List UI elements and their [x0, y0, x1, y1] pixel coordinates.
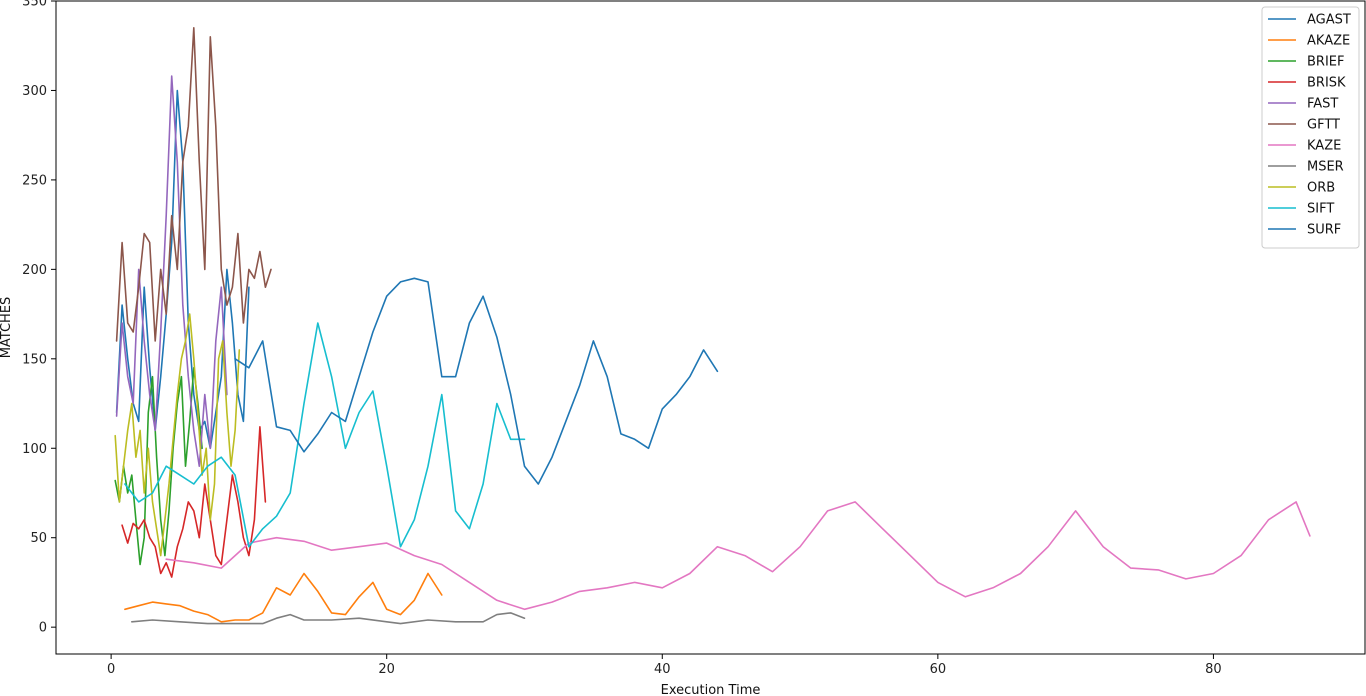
plot-frame	[55, 0, 1366, 655]
legend-label-gftt: GFTT	[1307, 118, 1340, 133]
legend: AGAST AKAZE BRIEF BRISK FAST GFTT KAZE MSER ORB S…	[1261, 6, 1360, 249]
series-line-brisk	[121, 425, 267, 578]
legend-label-kaze: KAZE	[1307, 139, 1341, 154]
legend-label-brisk: BRISK	[1307, 76, 1346, 91]
series-line-orb	[114, 313, 241, 557]
series-line-mser	[131, 612, 526, 625]
x-tick-label: 60	[930, 662, 947, 677]
x-tick-label: 40	[654, 662, 671, 677]
x-tick-label: 0	[107, 662, 115, 677]
legend-label-mser: MSER	[1307, 160, 1344, 175]
x-axis-ticks: 0 20 40 60 80	[107, 654, 1222, 677]
y-tick-label: 50	[30, 531, 47, 546]
x-tick-label: 80	[1205, 662, 1222, 677]
y-tick-label: 250	[22, 173, 47, 188]
series-line-sift	[124, 322, 526, 548]
y-tick-label: 150	[22, 352, 47, 367]
y-tick-label: 300	[22, 84, 47, 99]
series-line-brief	[114, 366, 203, 566]
legend-label-brief: BRIEF	[1307, 55, 1344, 70]
legend-label-orb: ORB	[1307, 181, 1335, 196]
legend-label-sift: SIFT	[1307, 202, 1334, 217]
series-layer	[114, 26, 1311, 625]
legend-label-agast: AGAST	[1307, 13, 1351, 28]
y-tick-label: 0	[39, 621, 47, 636]
legend-label-fast: FAST	[1307, 97, 1338, 112]
series-line-fast	[115, 75, 228, 468]
series-line-kaze	[165, 501, 1311, 611]
y-axis-ticks: 0 50 100 150 200 250 300 350	[22, 0, 56, 636]
series-line-gftt	[115, 26, 272, 342]
x-tick-label: 20	[378, 662, 395, 677]
y-tick-label: 100	[22, 442, 47, 457]
x-axis-title: Execution Time	[661, 683, 761, 696]
legend-label-akaze: AKAZE	[1307, 34, 1350, 49]
series-line-surf	[234, 277, 719, 485]
plot-border	[55, 0, 1366, 655]
series-line-akaze	[124, 572, 443, 623]
y-axis-title: MATCHES	[0, 297, 14, 359]
y-tick-label: 200	[22, 263, 47, 278]
y-tick-label: 350	[22, 0, 47, 10]
legend-label-surf: SURF	[1307, 223, 1341, 238]
